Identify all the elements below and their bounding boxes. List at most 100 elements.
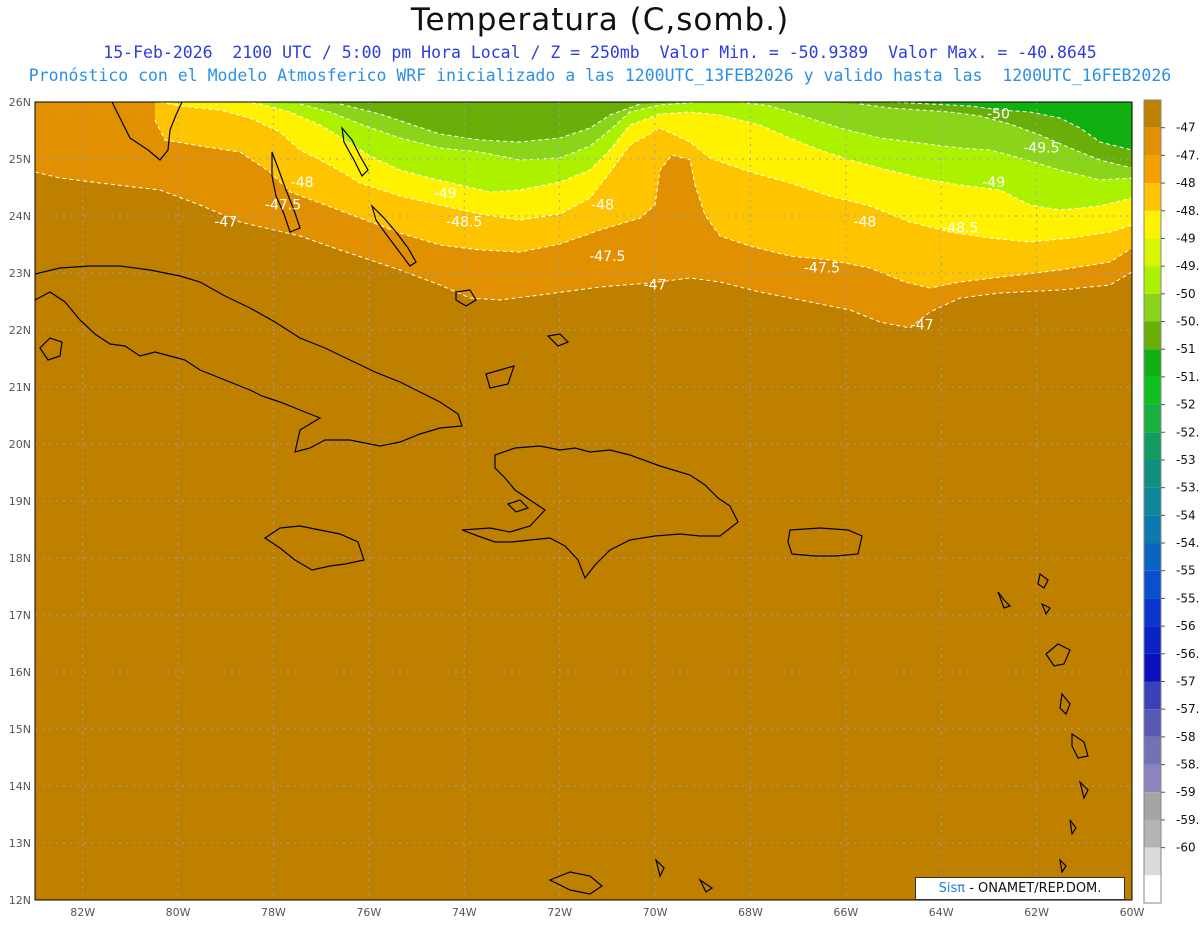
longitude-tick-label: 80W — [166, 906, 191, 919]
legend-level-label: -48 — [1176, 176, 1196, 190]
legend-swatch — [1144, 792, 1161, 820]
legend-level-label: -56.5 — [1176, 647, 1200, 661]
contour-label: -47.5 — [265, 198, 301, 214]
latitude-tick-label: 22N — [9, 324, 31, 337]
contour-label: -49 — [982, 175, 1005, 191]
band-minus-50-5 — [860, 102, 1132, 150]
longitude-tick-label: 82W — [70, 906, 95, 919]
bahamas-andros — [271, 151, 301, 233]
contour-minus-47-5 — [154, 119, 1132, 289]
legend-level-label: -58.5 — [1176, 758, 1200, 772]
legend-level-label: -54 — [1176, 508, 1196, 522]
martinique — [1071, 732, 1089, 759]
contour-minus-49 — [299, 102, 1132, 181]
legend-level-label: -51.5 — [1176, 370, 1200, 384]
legend-swatch — [1144, 155, 1161, 184]
contour-label: -47.5 — [804, 260, 840, 276]
legend-swatch — [1144, 376, 1161, 405]
legend-swatch — [1144, 847, 1161, 876]
latitude-tick-label: 23N — [9, 267, 31, 280]
guadeloupe — [1045, 643, 1071, 667]
legend-swatch — [1144, 293, 1161, 322]
longitude-tick-label: 74W — [452, 906, 477, 919]
st-lucia — [1078, 780, 1089, 800]
legend-level-label: -49.5 — [1176, 259, 1200, 273]
legend-swatch — [1144, 183, 1161, 211]
bahamas-inagua — [455, 289, 477, 307]
legend-level-label: -57 — [1176, 674, 1196, 688]
credit-text: - ONAMET/REP.DOM. — [965, 881, 1102, 896]
puerto-rico-coast — [787, 527, 863, 557]
legend-swatch — [1144, 487, 1161, 516]
legend-level-label: -55.5 — [1176, 591, 1200, 605]
legend-swatch — [1144, 515, 1161, 544]
legend-swatch — [1144, 543, 1161, 571]
model-info-line: Pronóstico con el Modelo Atmosferico WRF… — [28, 66, 1172, 85]
legend-level-label: -50 — [1176, 287, 1196, 301]
sispi-logo-text: Sisπ — [938, 881, 966, 896]
legend-level-label: -52.5 — [1176, 425, 1200, 439]
contour-label: -48 — [853, 215, 876, 231]
contour-lines — [35, 102, 1132, 329]
florida-coast — [111, 102, 183, 161]
cuba-coast — [35, 265, 463, 453]
st-vincent — [1069, 819, 1077, 836]
contour-minus-47 — [35, 171, 1132, 329]
longitude-tick-label: 78W — [261, 906, 286, 919]
dominica — [1059, 692, 1071, 716]
legend-swatch — [1144, 432, 1161, 460]
venezuela-islands — [548, 871, 604, 895]
contour-label: -48.5 — [446, 215, 482, 231]
legend-level-label: -55 — [1176, 564, 1196, 578]
latitude-tick-label: 20N — [9, 438, 31, 451]
contour-label: -47 — [214, 215, 237, 231]
legend-swatch — [1144, 819, 1161, 848]
legend-level-label: -56 — [1176, 619, 1196, 633]
longitude-tick-label: 70W — [643, 906, 668, 919]
contour-minus-48 — [159, 102, 1132, 243]
latitude-tick-label: 18N — [9, 552, 31, 565]
lesser-antilles-2 — [997, 591, 1012, 609]
longitude-tick-label: 64W — [929, 906, 954, 919]
latitude-tick-label: 16N — [9, 666, 31, 679]
legend-level-label: -47.5 — [1176, 148, 1200, 162]
longitude-tick-label: 68W — [738, 906, 763, 919]
legend-frame — [1143, 99, 1162, 904]
longitude-labels: 82W 80W 78W 76W 74W 72W 70W 68W 66W 64W 62W 60W — [70, 906, 1144, 919]
legend-swatch — [1144, 266, 1161, 294]
contour-label: -49.5 — [1023, 141, 1059, 157]
jamaica-coast — [263, 525, 365, 571]
legend-swatch — [1144, 626, 1161, 654]
legend-level-label: -47 — [1176, 121, 1196, 135]
contour-minus-48-5 — [244, 102, 1132, 211]
grenada — [1059, 858, 1067, 874]
legend-level-label: -59 — [1176, 785, 1196, 799]
lesser-antilles-1 — [1037, 572, 1049, 589]
legend-level-label: -48.5 — [1176, 204, 1200, 218]
turks-caicos — [546, 333, 570, 347]
legend-swatch — [1144, 210, 1161, 239]
legend-level-label: -57.5 — [1176, 702, 1200, 716]
legend-swatch — [1144, 598, 1161, 627]
legend-swatch — [1144, 404, 1161, 433]
legend-swatch — [1144, 459, 1161, 488]
legend-swatch — [1144, 321, 1161, 350]
legend-swatch — [1144, 681, 1161, 710]
legend-level-label: -50.5 — [1176, 315, 1200, 329]
legend-level-label: -49 — [1176, 231, 1196, 245]
legend-level-label: -59.5 — [1176, 813, 1200, 827]
latitude-tick-label: 24N — [9, 210, 31, 223]
longitude-tick-label: 66W — [833, 906, 858, 919]
legend-level-label: -54.5 — [1176, 536, 1200, 550]
contour-minus-49-5 — [339, 103, 1132, 169]
color-legend: -47 -47.5 -48 -48.5 -49 -49.5 -50 -50.5 -51 -51.5… — [1143, 99, 1200, 904]
bahamas-eleuthera — [341, 125, 369, 178]
contour-label: -48 — [591, 198, 614, 214]
coastlines — [35, 102, 1089, 895]
contour-label: -48.5 — [942, 220, 978, 236]
hispaniola-coast — [461, 445, 739, 580]
legend-swatch — [1144, 349, 1161, 377]
aruba-curacao — [654, 858, 714, 893]
legend-level-label: -53.5 — [1176, 481, 1200, 495]
